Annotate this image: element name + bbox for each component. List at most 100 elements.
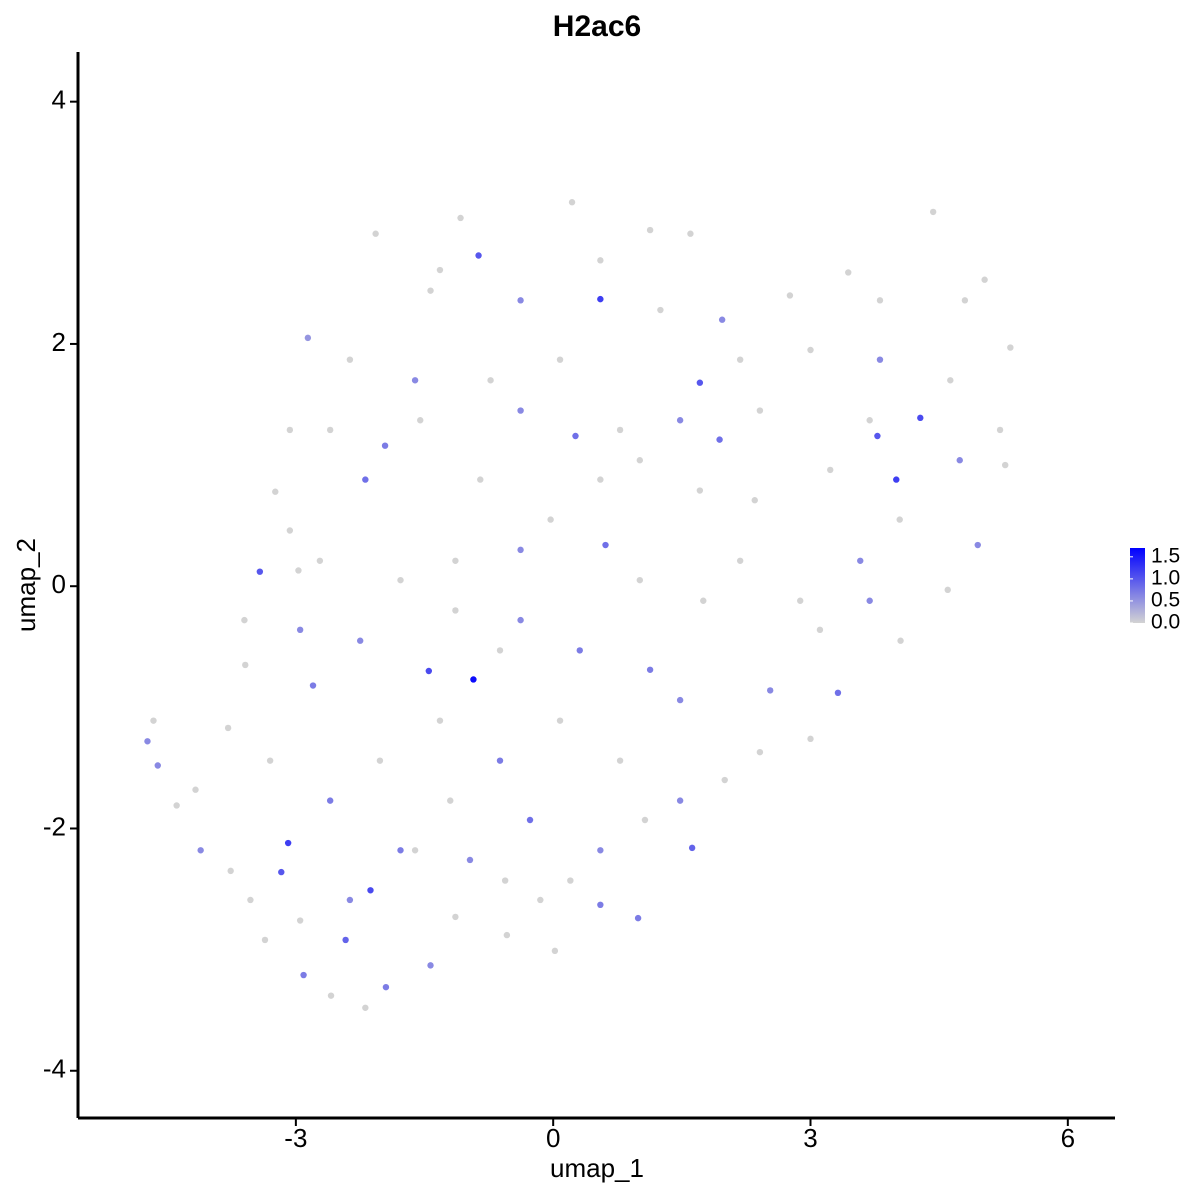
point bbox=[286, 527, 294, 534]
point bbox=[425, 667, 433, 675]
point bbox=[751, 497, 758, 504]
point bbox=[452, 557, 459, 564]
point bbox=[300, 971, 307, 979]
point bbox=[756, 407, 764, 414]
point bbox=[597, 295, 604, 303]
point bbox=[272, 488, 279, 495]
y-axis-title: umap_2 bbox=[11, 538, 41, 632]
point bbox=[327, 992, 335, 999]
point bbox=[756, 748, 764, 756]
point bbox=[362, 1004, 369, 1011]
point bbox=[427, 962, 434, 969]
point bbox=[827, 466, 834, 474]
point bbox=[382, 983, 390, 991]
point bbox=[376, 757, 384, 764]
point bbox=[256, 568, 264, 575]
point bbox=[367, 887, 374, 894]
point bbox=[154, 762, 161, 769]
point bbox=[857, 557, 864, 564]
point bbox=[646, 666, 654, 673]
point bbox=[247, 896, 254, 904]
point bbox=[641, 816, 649, 824]
point bbox=[346, 896, 354, 904]
point bbox=[736, 557, 744, 564]
point bbox=[576, 647, 583, 654]
point bbox=[1002, 461, 1009, 469]
point bbox=[676, 797, 684, 804]
point bbox=[475, 252, 482, 259]
point bbox=[417, 417, 424, 424]
point bbox=[470, 676, 477, 683]
point bbox=[144, 738, 151, 745]
point bbox=[261, 936, 269, 944]
point bbox=[896, 516, 903, 523]
point bbox=[646, 226, 654, 234]
point bbox=[192, 786, 199, 793]
point bbox=[602, 541, 609, 549]
point bbox=[411, 847, 419, 854]
point bbox=[436, 717, 444, 724]
point bbox=[346, 356, 354, 363]
point bbox=[517, 546, 524, 554]
point bbox=[241, 616, 248, 624]
point bbox=[634, 914, 642, 922]
point bbox=[477, 476, 484, 483]
point bbox=[696, 379, 704, 386]
point bbox=[568, 199, 576, 206]
x-tick-label: 3 bbox=[803, 1123, 817, 1153]
point bbox=[1007, 344, 1014, 351]
point bbox=[278, 868, 285, 876]
point bbox=[893, 476, 900, 483]
point bbox=[242, 661, 249, 669]
point bbox=[636, 576, 644, 584]
point bbox=[956, 457, 963, 464]
point bbox=[296, 917, 304, 924]
point bbox=[342, 936, 349, 944]
point bbox=[517, 297, 524, 304]
point bbox=[381, 442, 389, 449]
x-axis-title: umap_1 bbox=[550, 1153, 644, 1183]
point bbox=[284, 839, 292, 847]
point bbox=[897, 637, 904, 644]
point bbox=[944, 586, 951, 594]
y-tick-label: -2 bbox=[43, 811, 66, 841]
point bbox=[961, 297, 969, 304]
point bbox=[411, 377, 419, 384]
point bbox=[676, 417, 684, 424]
point bbox=[326, 426, 334, 434]
point bbox=[567, 877, 574, 884]
point bbox=[876, 297, 884, 304]
point bbox=[816, 626, 824, 634]
point bbox=[700, 597, 707, 604]
point bbox=[636, 457, 644, 464]
point bbox=[572, 432, 579, 440]
point bbox=[487, 377, 494, 384]
colorbar bbox=[1130, 548, 1145, 623]
point bbox=[316, 557, 324, 564]
point bbox=[397, 847, 404, 854]
chart-title: H2ac6 bbox=[553, 10, 641, 43]
point bbox=[397, 576, 404, 584]
x-tick-label: -3 bbox=[284, 1123, 307, 1153]
point bbox=[834, 689, 842, 697]
point bbox=[309, 682, 317, 689]
point bbox=[797, 597, 804, 604]
point bbox=[917, 414, 924, 422]
point bbox=[616, 757, 624, 764]
point bbox=[766, 687, 774, 694]
point bbox=[457, 214, 464, 222]
point bbox=[716, 436, 723, 443]
point bbox=[718, 316, 726, 323]
point bbox=[721, 776, 728, 784]
point bbox=[786, 292, 794, 299]
point bbox=[197, 847, 204, 854]
point bbox=[981, 276, 988, 283]
point bbox=[597, 476, 604, 483]
point bbox=[688, 844, 696, 852]
point bbox=[326, 797, 334, 804]
point bbox=[996, 426, 1004, 434]
point bbox=[436, 266, 444, 274]
point bbox=[676, 696, 684, 704]
colorbar-tick-label: 1.5 bbox=[1151, 544, 1180, 567]
